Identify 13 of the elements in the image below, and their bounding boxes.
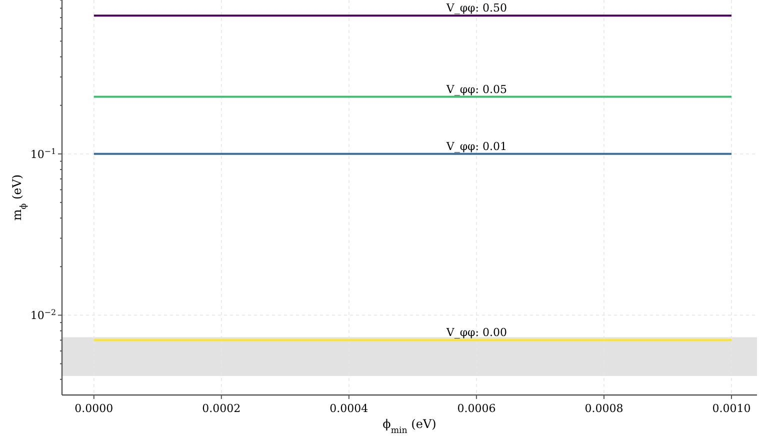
- x-tick-label: 0.0006: [457, 402, 496, 415]
- annotation: V_φφ: 0.00: [445, 326, 507, 340]
- annotation: V_φφ: 0.50: [445, 2, 507, 15]
- y-tick-label: 10$^{−1}$: [30, 146, 56, 161]
- x-tick-label: 0.0010: [712, 402, 751, 415]
- x-axis-title: ϕ$_{min}$ (eV): [382, 417, 436, 436]
- x-tick-label: 0.0008: [584, 402, 624, 415]
- x-tick-label: 0.0004: [330, 402, 368, 415]
- x-tick-label: 0.0000: [74, 402, 114, 415]
- y-tick-label: 10$^{−2}$: [30, 308, 56, 322]
- annotation: V_φφ: 0.05: [445, 82, 507, 96]
- annotation: V_φφ: 0.01: [445, 140, 507, 153]
- x-tick-label: 0.0002: [202, 402, 241, 415]
